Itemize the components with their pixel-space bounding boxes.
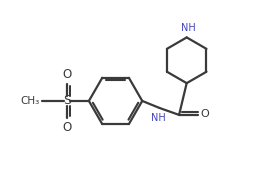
Text: NH: NH [151,113,166,123]
Text: NH: NH [181,23,195,33]
Text: O: O [63,121,72,134]
Text: O: O [63,68,72,81]
Text: S: S [63,95,71,107]
Text: CH₃: CH₃ [20,96,39,106]
Text: O: O [200,109,209,119]
